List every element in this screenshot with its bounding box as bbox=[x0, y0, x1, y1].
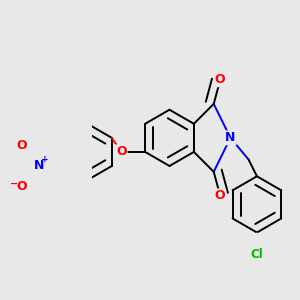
Text: −: − bbox=[10, 178, 18, 188]
Text: O: O bbox=[214, 190, 225, 202]
Text: O: O bbox=[16, 180, 27, 193]
Text: N: N bbox=[225, 131, 236, 144]
Text: +: + bbox=[41, 154, 49, 164]
Text: N: N bbox=[34, 160, 44, 172]
Text: O: O bbox=[214, 73, 225, 86]
Text: O: O bbox=[116, 146, 127, 158]
Text: Cl: Cl bbox=[250, 248, 263, 261]
Text: O: O bbox=[16, 139, 27, 152]
